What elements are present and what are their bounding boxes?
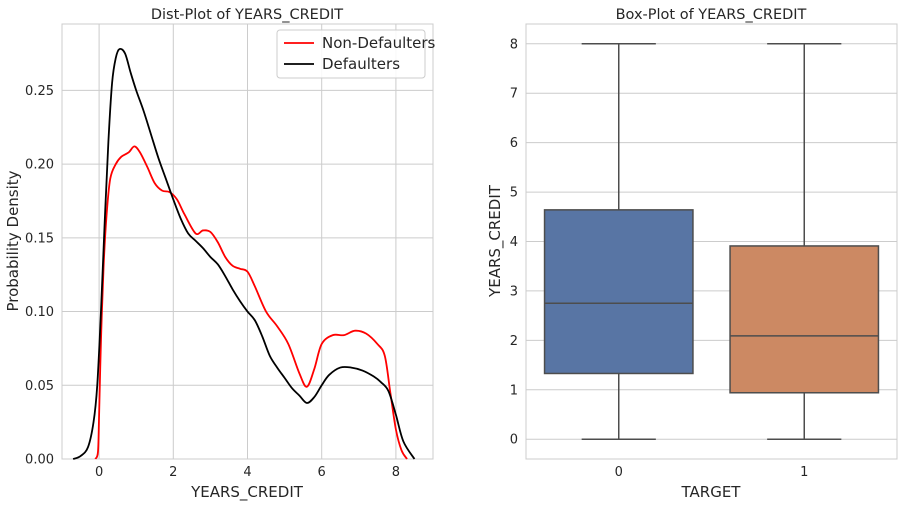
- y-tick-label: 0: [510, 433, 518, 448]
- x-tick-label: 2: [169, 465, 177, 480]
- dist-plot-ticks: 0 2 4 6 8 0.00 0.05 0.10 0.15 0.20 0.25: [25, 84, 400, 480]
- x-tick-label: 4: [243, 465, 251, 480]
- y-tick-label: 0.15: [25, 231, 54, 246]
- dist-plot-title: Dist-Plot of YEARS_CREDIT: [151, 7, 343, 23]
- x-tick-label: 0: [95, 465, 103, 480]
- box-iqr: [543, 209, 694, 375]
- y-tick-label: 0.10: [25, 305, 54, 320]
- y-tick-label: 1: [510, 383, 518, 398]
- density-line-non-defaulters: [94, 145, 408, 460]
- x-tick-label: 8: [392, 465, 400, 480]
- x-tick-label: 0: [615, 465, 623, 480]
- dist-plot-legend: Non-Defaulters Defaulters: [276, 29, 436, 79]
- box-plot-panel: 0 1 2 3 4 5 6 7 8 0 1 Box-Plot of YEARS_CREDIT TAR…: [486, 7, 898, 501]
- y-tick-label: 0.05: [25, 379, 54, 394]
- box-plot-boxes: [543, 43, 880, 440]
- y-tick-label: 2: [510, 334, 518, 349]
- dist-plot-panel: 0 2 4 6 8 0.00 0.05 0.10 0.15 0.20 0.25 Dist-Plot …: [4, 7, 436, 502]
- legend-box: [276, 29, 426, 79]
- y-tick-label: 0.20: [25, 158, 54, 173]
- dist-plot-xlabel: YEARS_CREDIT: [190, 483, 304, 502]
- x-tick-label: 6: [318, 465, 326, 480]
- y-tick-label: 8: [510, 37, 518, 52]
- y-tick-label: 0.00: [25, 453, 54, 468]
- y-tick-label: 4: [510, 235, 518, 250]
- box-target-0: [543, 43, 694, 440]
- y-tick-label: 6: [510, 136, 518, 151]
- y-tick-label: 5: [510, 186, 518, 201]
- box-iqr: [729, 245, 880, 394]
- x-tick-label: 1: [800, 465, 808, 480]
- y-tick-label: 3: [510, 284, 518, 299]
- y-tick-label: 0.25: [25, 84, 54, 99]
- legend-label-defaulters: Defaulters: [322, 55, 400, 73]
- dist-plot-ylabel: Probability Density: [4, 170, 22, 311]
- legend-label-non-defaulters: Non-Defaulters: [322, 34, 436, 52]
- box-target-1: [729, 43, 880, 440]
- box-plot-xlabel: TARGET: [681, 483, 742, 501]
- density-line-defaulters: [72, 47, 416, 460]
- y-tick-label: 7: [510, 87, 518, 102]
- dist-plot-lines: [72, 47, 416, 460]
- box-plot-ylabel: YEARS_CREDIT: [486, 184, 505, 298]
- box-plot-ticks: 0 1 2 3 4 5 6 7 8 0 1: [510, 37, 809, 480]
- box-plot-title: Box-Plot of YEARS_CREDIT: [616, 7, 807, 23]
